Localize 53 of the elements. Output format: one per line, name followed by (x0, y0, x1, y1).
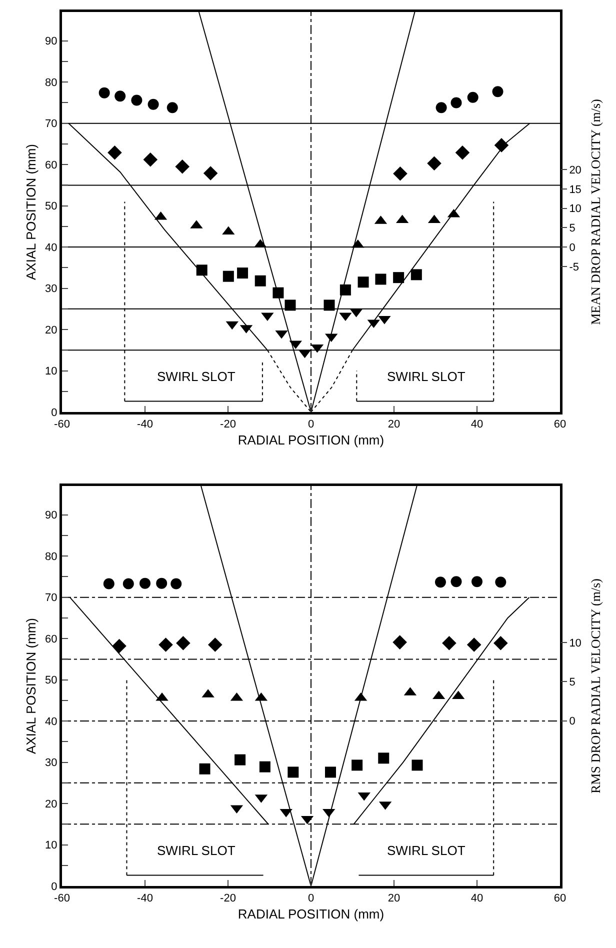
x-tick-label: 0 (308, 892, 314, 905)
x-tick-label: -60 (54, 418, 70, 431)
y-tick-label: 90 (45, 510, 58, 522)
x-tick-label: 40 (470, 892, 484, 905)
y2-tick-label: 5 (569, 222, 576, 235)
y-tick-label: 10 (45, 366, 58, 378)
y-tick-label: 0 (51, 880, 58, 893)
x-axis-title: RADIAL POSITION (mm) (238, 432, 384, 448)
y2-tick-label: -5 (569, 261, 579, 274)
y2-axis-title: MEAN DROP RADIAL VELOCITY (m/s) (588, 99, 604, 325)
y-tick-label: 80 (45, 76, 58, 89)
x-tick-label: 60 (554, 892, 566, 905)
x-tick-label: 20 (388, 418, 400, 431)
y-tick-label: 20 (45, 324, 58, 336)
y-tick-label: 60 (45, 159, 58, 172)
y-tick-label: 30 (45, 757, 58, 770)
y-tick-label: 30 (45, 283, 58, 296)
y2-tick-label: 10 (569, 637, 582, 650)
y-tick-label: 10 (45, 840, 58, 852)
y2-axis-title: RMS DROP RADIAL VELOCITY (m/s) (588, 578, 604, 794)
x-tick-label: -60 (54, 892, 70, 905)
annotation: SWIRL SLOT (157, 843, 236, 858)
y2-tick-label: 10 (569, 203, 582, 216)
x-tick-label: -40 (137, 418, 153, 431)
y-tick-label: 20 (45, 798, 58, 810)
x-tick-label: -40 (137, 892, 153, 905)
y-axis-title: AXIAL POSITION (mm) (24, 144, 39, 280)
x-tick-label: 20 (388, 892, 400, 905)
y-tick-label: 80 (45, 550, 58, 563)
y2-tick-label: 0 (569, 242, 576, 254)
x-tick-label: 60 (554, 418, 566, 431)
annotation: SWIRL SLOT (387, 843, 466, 858)
x-tick-label: 0 (308, 418, 314, 431)
x-axis-title: RADIAL POSITION (mm) (238, 906, 384, 922)
y-tick-label: 60 (45, 633, 58, 646)
y2-tick-label: 0 (569, 716, 576, 728)
y-tick-label: 0 (51, 406, 58, 419)
y2-tick-label: 15 (569, 184, 582, 196)
y-tick-label: 40 (45, 242, 58, 254)
y-tick-label: 50 (45, 674, 58, 687)
x-tick-label: 40 (470, 418, 484, 431)
x-tick-label: -20 (220, 418, 236, 431)
y-tick-label: 90 (45, 36, 58, 48)
y-axis-title: AXIAL POSITION (mm) (24, 618, 39, 754)
x-tick-label: -20 (220, 892, 236, 905)
y-tick-label: 40 (45, 716, 58, 728)
y-tick-label: 50 (45, 200, 58, 213)
annotation: SWIRL SLOT (387, 369, 466, 384)
y2-tick-label: 20 (569, 164, 582, 176)
annotation: SWIRL SLOT (157, 369, 236, 384)
y-tick-label: 70 (45, 592, 58, 604)
y2-tick-label: 5 (569, 676, 576, 689)
y-tick-label: 70 (45, 118, 58, 130)
